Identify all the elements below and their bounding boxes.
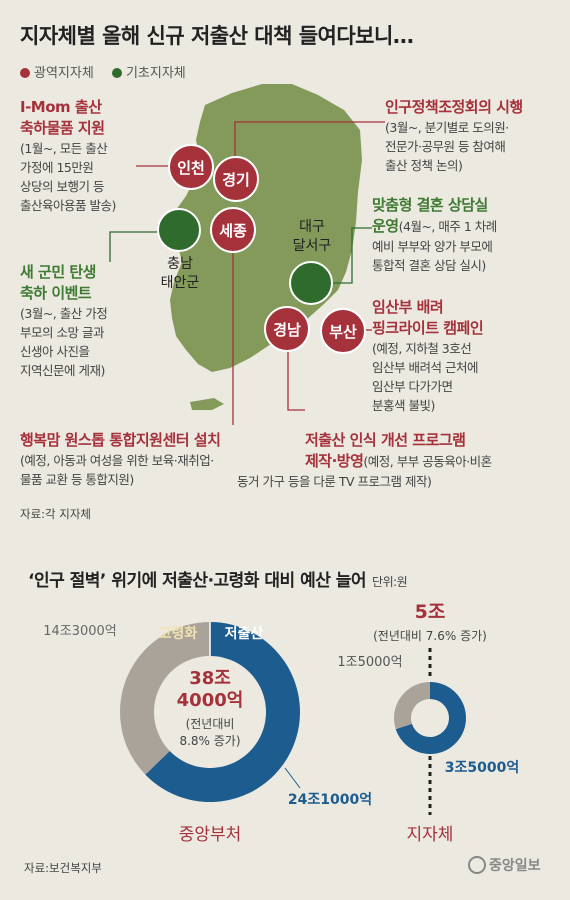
label-daegu-2: 달서구 xyxy=(292,238,332,254)
marker-gyeongnam: 경남 xyxy=(264,306,310,352)
jeju-island xyxy=(190,398,224,410)
policy-pink-d1: 임산부 배려석 근처에 xyxy=(372,360,478,375)
legend-wide: 광역지자체 xyxy=(20,66,94,81)
legend-basic-label: 기초지자체 xyxy=(125,66,186,81)
policy-census-h1: 인구정책조정회의 시행 xyxy=(385,98,523,116)
policy-newborn-h1: 새 군민 탄생 xyxy=(20,263,96,281)
label-daegu-1: 대구 xyxy=(299,219,325,235)
source-2: 자료:보건복지부 xyxy=(24,861,102,875)
marker-chungnam xyxy=(157,208,201,252)
marker-daegu xyxy=(289,261,333,305)
policy-pink: 임산부 배려 핑크라이트 캠페인 (예정, 지하철 3호선 임산부 배려석 근처… xyxy=(372,297,562,415)
donut2-value-low-birth: 3조5000억 xyxy=(445,760,519,776)
page-title: 지자체별 올해 신규 저출산 대책 들여다보니… xyxy=(20,24,414,48)
label-chungnam-2: 태안군 xyxy=(160,275,200,291)
line-chungnam xyxy=(109,231,165,262)
donut1-slice-1 xyxy=(120,622,210,775)
policy-census: 인구정책조정회의 시행 (3월~, 분기별로 도의원· 전문가·공무원 등 참여… xyxy=(385,97,565,175)
line-gyeonggi xyxy=(234,121,385,166)
policy-newborn: 새 군민 탄생 축하 이벤트 (3월~, 출산 가정 부모의 소망 글과 신생아… xyxy=(20,262,170,380)
label-chungnam: 충남 태안군 xyxy=(150,255,210,293)
policy-newborn-d3: 지역신문에 게재) xyxy=(20,363,105,378)
donut2-value-aging: 1조5000억 xyxy=(337,655,402,670)
donut2-note: (전년대비 7.6% 증가) xyxy=(373,629,487,643)
policy-pink-d2: 임산부 다가가면 xyxy=(372,379,453,394)
policy-newborn-h2: 축하 이벤트 xyxy=(20,284,92,302)
marker-gyeonggi: 경기 xyxy=(213,156,259,202)
donut1-value-aging: 14조3000억 xyxy=(43,624,117,639)
policy-imom-h2: 축하물품 지원 xyxy=(20,119,105,137)
policy-mom-h1: 행복맘 원스톱 통합지원센터 설치 xyxy=(20,431,221,449)
marker-busan: 부산 xyxy=(320,308,366,354)
policy-imom-h1: I-Mom 출산 xyxy=(20,98,102,116)
donut1-label-aging: 고령화 xyxy=(159,626,198,642)
source-1: 자료:각 지자체 xyxy=(20,507,92,521)
policy-couple-d1: 예비 부부와 양가 부모에 xyxy=(372,239,493,254)
donut1-label-low-birth: 저출산 xyxy=(225,625,264,642)
legend-dot-green xyxy=(111,68,122,78)
policy-tv: 저출산 인식 개선 프로그램 제작·방영(예정, 부부 공동육아·비혼 동거 가… xyxy=(237,430,567,491)
policy-couple: 맞춤형 결혼 상담실 운영(4월~, 매주 1 차례 예비 부부와 양가 부모에… xyxy=(372,195,567,275)
section2-unit: 단위:원 xyxy=(372,575,408,589)
policy-mom: 행복맘 원스톱 통합지원센터 설치 (예정, 아동과 여성을 위한 보육·재취업… xyxy=(20,430,290,489)
donut1-total-1: 38조 xyxy=(189,668,231,689)
policy-newborn-d1: 부모의 소망 글과 xyxy=(20,325,104,340)
policy-imom-d3: 출산육아용품 발송) xyxy=(20,198,116,213)
legend-basic: 기초지자체 xyxy=(111,66,186,81)
policy-census-d0: (3월~, 분기별로 도의원· xyxy=(385,120,509,135)
policy-couple-d0: (4월~, 매주 1 차례 xyxy=(398,219,498,234)
line-gyeongnam xyxy=(287,343,305,411)
donut1-total-2: 4000억 xyxy=(177,690,244,711)
policy-census-d1: 전문가·공무원 등 참여해 xyxy=(385,139,506,154)
policy-tv-h1: 저출산 인식 개선 프로그램 xyxy=(305,431,466,449)
legend-dot-red xyxy=(20,68,30,78)
policy-imom-d1: 가정에 15만원 xyxy=(20,160,94,175)
legend: 광역지자체 기초지자체 xyxy=(20,62,200,81)
legend-wide-label: 광역지자체 xyxy=(34,66,94,81)
policy-census-d2: 출산 정책 논의) xyxy=(385,158,463,173)
donut2-name: 지자체 xyxy=(407,825,454,845)
policy-pink-h1: 임산부 배려 xyxy=(372,298,444,316)
policy-imom-d0: (1월~, 모든 출산 xyxy=(20,141,108,156)
policy-imom: I-Mom 출산 축하물품 지원 (1월~, 모든 출산 가정에 15만원 상당… xyxy=(20,97,180,215)
brand-logo-icon xyxy=(468,856,486,874)
donut2-slice-0 xyxy=(395,682,467,754)
policy-pink-d3: 분홍색 불빛) xyxy=(372,398,435,413)
marker-sejong: 세종 xyxy=(210,207,256,253)
policy-mom-d0: (예정, 아동과 여성을 위한 보육·재취업· xyxy=(20,453,214,468)
brand-logo: 중앙일보 xyxy=(468,855,541,875)
donut1-slice-0 xyxy=(145,622,300,802)
policy-couple-d2: 통합적 결혼 상담 실시) xyxy=(372,258,486,273)
policy-pink-d0: (예정, 지하철 3호선 xyxy=(372,341,472,356)
donut1-name: 중앙부처 xyxy=(179,825,242,845)
policy-mom-d1: 물품 교환 등 통합지원) xyxy=(20,472,134,487)
policy-tv-d1: 동거 가구 등을 다룬 TV 프로그램 제작) xyxy=(237,474,432,489)
donut1-note-2: 8.8% 증가) xyxy=(179,734,240,748)
donut2-total: 5조 xyxy=(415,601,446,623)
label-daegu: 대구 달서구 xyxy=(282,218,342,256)
label-chungnam-1: 충남 xyxy=(167,256,193,272)
policy-imom-d2: 상당의 보행기 등 xyxy=(20,179,104,194)
donut1-note-1: (전년대비 xyxy=(186,717,235,731)
policy-tv-d0: (예정, 부부 공동육아·비혼 xyxy=(363,454,492,469)
policy-pink-h2: 핑크라이트 캠페인 xyxy=(372,319,484,337)
policy-couple-h1: 맞춤형 결혼 상담실 xyxy=(372,196,488,214)
policy-tv-h2: 제작·방영 xyxy=(305,452,364,470)
donut2-slice-1 xyxy=(394,682,430,730)
brand-text: 중앙일보 xyxy=(489,858,541,874)
marker-incheon: 인천 xyxy=(168,144,214,190)
donut1-leader xyxy=(284,767,301,789)
policy-couple-h2: 운영 xyxy=(372,217,399,235)
policy-newborn-d2: 신생아 사진을 xyxy=(20,344,90,359)
section2-title-text: ‘인구 절벽’ 위기에 저출산·고령화 대비 예산 늘어 xyxy=(28,571,367,591)
policy-newborn-d0: (3월~, 출산 가정 xyxy=(20,306,108,321)
section2-title: ‘인구 절벽’ 위기에 저출산·고령화 대비 예산 늘어 단위:원 xyxy=(28,566,408,591)
donut1-value-low-birth: 24조1000억 xyxy=(288,792,372,808)
